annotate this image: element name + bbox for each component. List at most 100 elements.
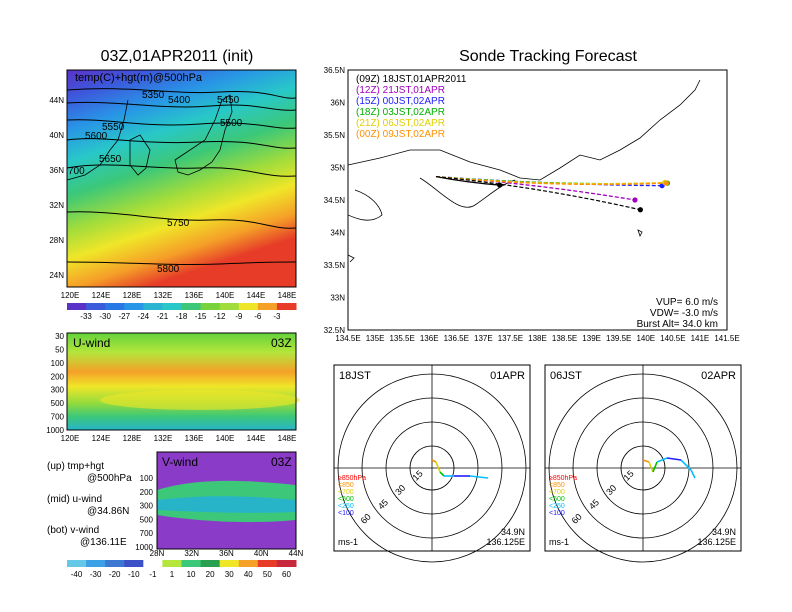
- contour-label-5750: 5750: [167, 218, 190, 229]
- vbar-tick: 10: [187, 570, 196, 579]
- hodograph-trace: [666, 457, 682, 461]
- x-tick-label: 120E: [61, 434, 80, 443]
- hodograph-right: 06JST 02APR15304560≥850hPa<850<700<500<25…: [544, 364, 742, 563]
- colorbar-tick: -3: [273, 312, 281, 321]
- colorbar-swatch: [124, 303, 144, 310]
- track-lines: [435, 175, 671, 213]
- uwind-label: U-wind: [73, 336, 110, 350]
- map-field: [67, 70, 296, 287]
- x-tick-label: 140E: [216, 291, 235, 300]
- track-x-ticks: 134.5E 135E 135.5E 136E 136.5E 137E 137.5E 138E…: [335, 334, 739, 343]
- track-legend-entry: (12Z) 21JST,01APR: [356, 85, 445, 96]
- y-tick-label: 100: [140, 474, 154, 483]
- annotation-vup: VUP= 6.0 m/s: [656, 297, 718, 308]
- hodograph-legend-item: <700: [338, 489, 354, 496]
- vwind-x-ticks: 28N 32N 36N 40N 44N: [150, 549, 304, 558]
- panel-notes: (up) tmp+hgt @500hPa (mid) u-wind @34.86…: [47, 461, 132, 548]
- vwind-label: V-wind: [162, 455, 198, 469]
- y-tick-label: 700: [140, 529, 154, 538]
- note-mid-1: (mid) u-wind: [47, 494, 102, 505]
- track-line: [435, 175, 500, 186]
- hodograph-ring-label: 30: [604, 483, 618, 497]
- kyushu-edge: [347, 254, 355, 263]
- vbar-swatch: [219, 560, 240, 567]
- hodograph-left: 18JST 01APR15304560≥850hPa<850<700<500<25…: [333, 364, 531, 563]
- x-tick-label: 136E: [185, 434, 204, 443]
- y-tick-label: 300: [140, 502, 154, 511]
- honshu-coast: [347, 79, 701, 181]
- colorbar-swatch: [200, 303, 221, 310]
- y-tick-label: 500: [51, 399, 65, 408]
- y-tick-label: 200: [140, 488, 154, 497]
- y-tick-label: 28N: [49, 236, 64, 245]
- uwind-field: [67, 333, 296, 430]
- y-tick-label: 300: [51, 386, 65, 395]
- hodograph-trace: [656, 457, 668, 463]
- uwind-x-ticks: 120E 124E 128E 132E 136E 140E 144E 148E: [61, 434, 297, 443]
- hodograph-legend-item: <100: [338, 510, 354, 517]
- y-tick-label: 24N: [49, 271, 64, 280]
- contour-label-5450: 5450: [217, 95, 240, 106]
- x-tick-label: 136E: [185, 291, 204, 300]
- map-title: 03Z,01APR2011 (init): [101, 48, 254, 65]
- china-coast: [66, 99, 129, 181]
- kii-peninsula: [419, 177, 516, 208]
- colorbar-swatch: [238, 303, 259, 310]
- track-legend-entry: (15Z) 00JST,02APR: [356, 96, 445, 107]
- map-y-ticks: 44N 40N 36N 32N 28N 24N: [49, 96, 64, 280]
- vwind-cyan-band: [157, 496, 296, 513]
- track-legend-entry: (09Z) 18JST,01APR2011: [356, 74, 467, 85]
- hodograph-trace: [652, 461, 658, 473]
- colorbar-swatch: [86, 303, 106, 310]
- track-y-tick: 33.5N: [324, 261, 346, 270]
- track-x-tick: 141.5E: [714, 334, 739, 343]
- y-tick-label: 200: [51, 372, 65, 381]
- contour-5550: [66, 119, 297, 129]
- colorbar-swatch: [143, 303, 163, 310]
- hodograph-legend-item: <850: [338, 482, 354, 489]
- vbar-swatch: [257, 560, 278, 567]
- hodograph-ring-label: 60: [570, 512, 584, 526]
- hodograph-trace: [690, 469, 696, 479]
- contour-label-5650: 5650: [99, 154, 122, 165]
- hodograph-lon: 136.125E: [486, 537, 525, 547]
- contour-5800: [66, 261, 297, 266]
- colorbar-tick: -15: [195, 312, 207, 321]
- vbar-swatch: [143, 560, 163, 567]
- vbar-swatch: [181, 560, 202, 567]
- vbar-swatch: [276, 560, 297, 567]
- uwind-frame: [66, 332, 297, 431]
- japan-outline: [174, 94, 233, 176]
- track-y-tick: 35N: [330, 164, 345, 173]
- x-tick-label: 40N: [254, 549, 269, 558]
- contour-label-5500: 5500: [220, 118, 243, 129]
- x-tick-label: 128E: [123, 434, 142, 443]
- hodograph-trace: [431, 459, 437, 463]
- track-x-tick: 140E: [636, 334, 655, 343]
- y-tick-label: 32N: [49, 201, 64, 210]
- hodograph-legend-item: ≥850hPa: [338, 475, 366, 482]
- map-coastline: [66, 94, 233, 181]
- y-tick-label: 500: [140, 515, 154, 524]
- y-tick-label: 30: [55, 332, 64, 341]
- y-tick-label: 36N: [49, 166, 64, 175]
- x-tick-label: 128E: [123, 291, 142, 300]
- map-x-ticks: 120E 124E 128E 132E 136E 140E 144E 148E: [61, 291, 297, 300]
- contour-label-5800: 5800: [157, 264, 180, 275]
- contour-label-700: 700: [68, 166, 85, 177]
- track-endpoint: [637, 207, 643, 213]
- map-colorbar: -33 -30 -27 -24 -21 -18 -15 -12 -9 -6 -3: [67, 303, 297, 321]
- colorbar-tick: -18: [176, 312, 188, 321]
- track-title: Sonde Tracking Forecast: [459, 48, 637, 65]
- track-legend: (09Z) 18JST,01APR2011(12Z) 21JST,01APR(1…: [356, 74, 467, 140]
- colorbar-tick: -12: [214, 312, 226, 321]
- y-tick-label: 50: [55, 345, 64, 354]
- hodograph-date: 01APR: [490, 370, 525, 382]
- uwind-time: 03Z: [271, 336, 292, 350]
- hodograph-trace: [642, 459, 650, 463]
- hodograph-legend-item: <100: [549, 510, 565, 517]
- uwind-jet-core: [100, 390, 300, 410]
- vbar-swatch: [162, 560, 182, 567]
- x-tick-label: 148E: [278, 291, 297, 300]
